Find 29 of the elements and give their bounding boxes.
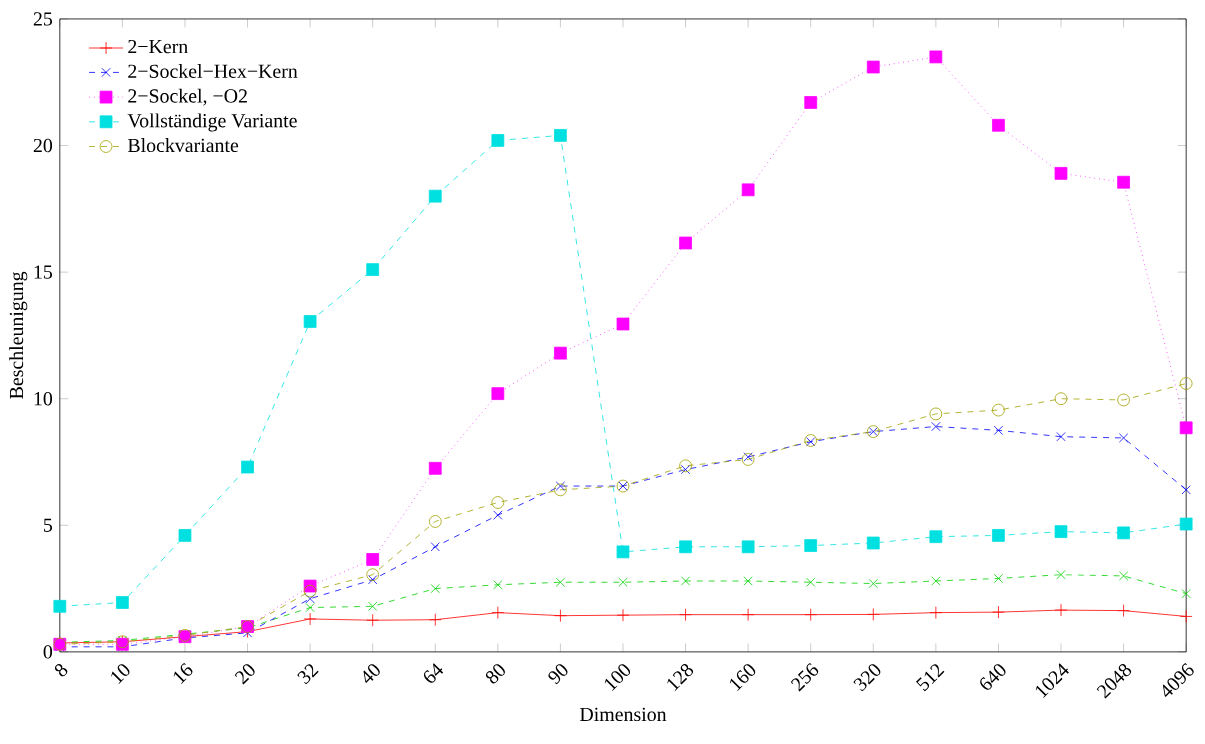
- y-tick-label: 5: [44, 518, 53, 533]
- y-axis-title: Beschleunigung: [9, 271, 28, 400]
- legend-label: Vollständige Variante: [127, 113, 297, 132]
- x-tick-label: 128: [667, 664, 694, 692]
- x-tick-label: 20: [234, 664, 255, 685]
- x-tick-label: 256: [790, 663, 819, 692]
- legend-label: 2−Sockel−Hex−Kern: [128, 64, 298, 79]
- x-tick-label: 512: [916, 664, 945, 692]
- y-tick-label: 20: [33, 139, 53, 153]
- y-tick-label: 10: [34, 392, 53, 406]
- x-axis-title: Dimension: [579, 707, 667, 722]
- x-tick-label: 640: [980, 664, 1006, 690]
- legend-label: 2−Kern: [128, 40, 188, 54]
- x-tick-label: 32: [297, 664, 319, 685]
- x-tick-label: 160: [729, 664, 756, 692]
- x-tick-label: 90: [548, 664, 568, 685]
- x-tick-label: 80: [485, 664, 505, 684]
- y-tick-label: 15: [34, 265, 53, 279]
- legend-label: Blockvariante: [127, 138, 239, 153]
- y-tick-label: 25: [33, 12, 53, 26]
- x-tick-label: 320: [853, 664, 881, 692]
- x-tick-label: 40: [363, 664, 380, 684]
- x-tick-label: 16: [173, 663, 193, 685]
- y-tick-label: 0: [43, 645, 53, 659]
- x-tick-label: 100: [604, 664, 631, 692]
- legend-label: 2−Sockel, −O2: [128, 88, 247, 106]
- x-tick-label: 64: [423, 663, 444, 683]
- x-tick-label: 8: [54, 664, 68, 677]
- x-tick-label: 10: [111, 664, 130, 685]
